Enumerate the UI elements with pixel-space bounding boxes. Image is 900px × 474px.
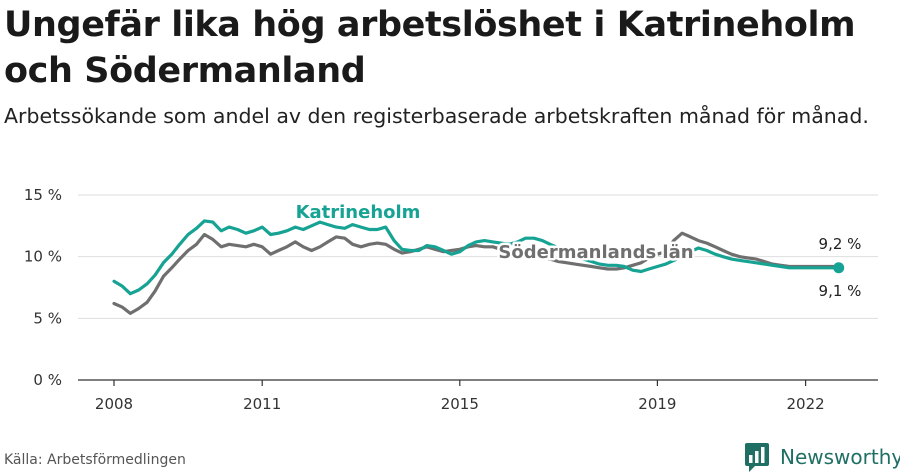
gridlines (78, 194, 878, 319)
katrineholm-end-point (833, 262, 845, 274)
katrineholm-end-value: 9,1 % (819, 282, 862, 300)
newsworthy-logo[interactable]: Newsworthy (744, 441, 900, 473)
y-tick-label: 15 % (24, 186, 62, 204)
x-tick-label: 2019 (638, 395, 676, 413)
brand-name: Newsworthy (780, 445, 900, 469)
sodermanland-end-value: 9,2 % (819, 235, 862, 253)
y-tick-label: 5 % (33, 309, 62, 327)
source-note: Källa: Arbetsförmedlingen (4, 452, 186, 468)
y-axis-labels: 0 % 5 % 10 % 15 % (24, 186, 62, 389)
x-tick-label: 2022 (787, 395, 825, 413)
sodermanland-series-label: Södermanlands län (498, 242, 693, 263)
katrineholm-series-label: Katrineholm (296, 202, 421, 223)
x-tick-label: 2008 (95, 395, 133, 413)
katrineholm-line (112, 219, 841, 296)
chart-title: Ungefär lika hög arbetslöshet i Katrineh… (4, 5, 856, 91)
sodermanland-line (112, 231, 841, 315)
x-axis: 2008 2011 2015 2019 2022 (78, 379, 878, 413)
series-lines (112, 219, 845, 315)
y-tick-label: 0 % (33, 371, 62, 389)
x-tick-label: 2015 (441, 395, 479, 413)
series-labels: Katrineholm Södermanlands län 9,2 % 9,1 % (293, 200, 862, 301)
chart-subtitle: Arbetssökande som andel av den registerb… (4, 104, 869, 128)
x-tick-label: 2011 (243, 395, 281, 413)
y-tick-label: 10 % (24, 248, 62, 266)
newsworthy-logo-icon (745, 443, 769, 472)
